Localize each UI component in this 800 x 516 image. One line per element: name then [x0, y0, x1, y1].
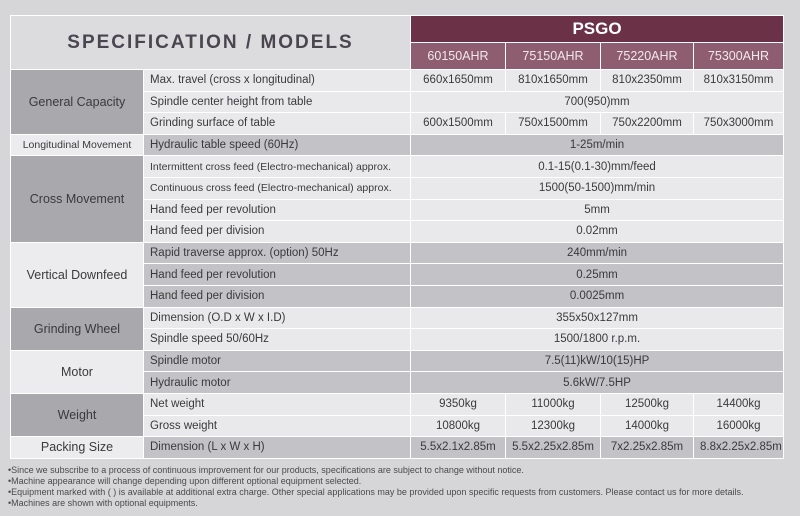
- value-cell: 810x1650mm: [505, 69, 601, 92]
- value-cell: 1500/1800 r.p.m.: [410, 328, 784, 351]
- table-row: Longitudinal Movement Hydraulic table spe…: [10, 133, 784, 157]
- table-row: Hand feed per revolution 0.25mm: [11, 263, 784, 286]
- footnote-text: Since we subscribe to a process of conti…: [11, 465, 524, 475]
- bullet-icon: •: [8, 476, 12, 486]
- footnote-text: Equipment marked with ( ) is available a…: [11, 487, 744, 497]
- param-label: Hydraulic table speed (60Hz): [143, 133, 411, 157]
- value-cell: 810x2350mm: [600, 69, 694, 92]
- param-label: Intermittent cross feed (Electro-mechani…: [143, 155, 411, 178]
- param-label: Net weight: [143, 392, 411, 416]
- param-label: Hand feed per division: [143, 284, 411, 308]
- brand-header: PSGO: [410, 15, 784, 43]
- value-cell: 1500(50-1500)mm/min: [410, 176, 784, 200]
- param-label: Dimension (O.D x W x I.D): [143, 306, 411, 330]
- value-cell: 750x2200mm: [600, 112, 694, 135]
- value-cell: 10800kg: [410, 414, 506, 438]
- table-row: Weight Net weight 9350kg 11000kg 12500kg 1440…: [10, 392, 784, 438]
- value-cell: 660x1650mm: [410, 69, 506, 92]
- value-cell: 5.5x2.25x2.85m: [505, 436, 601, 459]
- group-label: Motor: [10, 349, 144, 394]
- param-label: Hand feed per division: [143, 220, 411, 243]
- group-label: General Capacity: [10, 69, 144, 135]
- table-row: Gross weight 10800kg 12300kg 14000kg 16000kg: [11, 414, 784, 438]
- param-label: Max. travel (cross x longitudinal): [143, 69, 411, 92]
- param-label: Gross weight: [143, 414, 411, 438]
- group-label: Vertical Downfeed: [10, 241, 144, 308]
- footnote-text: Machine appearance will change depending…: [11, 476, 362, 486]
- table-row: Cross Movement Intermittent cross feed (E…: [10, 155, 784, 243]
- value-cell: 14400kg: [693, 392, 784, 416]
- value-cell: 0.02mm: [410, 220, 784, 243]
- value-cell: 9350kg: [410, 392, 506, 416]
- table-row: Continuous cross feed (Electro-mechanica…: [11, 176, 784, 200]
- param-label: Spindle motor: [143, 349, 411, 373]
- param-label: Continuous cross feed (Electro-mechanica…: [143, 176, 411, 200]
- param-label: Dimension (L x W x H): [143, 436, 411, 459]
- bullet-icon: •: [8, 465, 12, 475]
- footnote-text: Machines are shown with optional equipme…: [11, 498, 198, 508]
- value-cell: 5.5x2.1x2.85m: [410, 436, 506, 459]
- value-cell: 0.1-15(0.1-30)mm/feed: [410, 155, 784, 178]
- param-label: Hand feed per revolution: [143, 198, 411, 222]
- group-label: Grinding Wheel: [10, 306, 144, 351]
- table-row: Packing Size Dimension (L x W x H) 5.5x2.1…: [10, 436, 784, 459]
- table-row: Motor Spindle motor 7.5(11)kW/10(15)HP: [10, 349, 784, 394]
- value-cell: 810x3150mm: [693, 69, 784, 92]
- value-cell: 1-25m/min: [410, 133, 784, 157]
- value-cell: 11000kg: [505, 392, 601, 416]
- value-cell: 12300kg: [505, 414, 601, 438]
- value-cell: 0.25mm: [410, 263, 784, 286]
- footnote: •Machines are shown with optional equipm…: [8, 498, 744, 509]
- value-cell: 8.8x2.25x2.85m: [693, 436, 784, 459]
- value-cell: 355x50x127mm: [410, 306, 784, 330]
- value-cell: 600x1500mm: [410, 112, 506, 135]
- model-header: 75300AHR: [693, 42, 784, 70]
- value-cell: 14000kg: [600, 414, 694, 438]
- footnotes: •Since we subscribe to a process of cont…: [8, 465, 744, 509]
- value-cell: 5.6kW/7.5HP: [410, 371, 784, 394]
- param-label: Grinding surface of table: [143, 112, 411, 135]
- footnote: •Since we subscribe to a process of cont…: [8, 465, 744, 476]
- model-header: 75220AHR: [600, 42, 694, 70]
- footnote: •Machine appearance will change dependin…: [8, 476, 744, 487]
- value-cell: 7.5(11)kW/10(15)HP: [410, 349, 784, 373]
- group-label: Longitudinal Movement: [10, 133, 144, 157]
- table-row: Grinding surface of table 600x1500mm 750x1…: [11, 112, 784, 135]
- table-row: General Capacity Max. travel (cross x lon…: [10, 69, 784, 135]
- value-cell: 750x1500mm: [505, 112, 601, 135]
- bullet-icon: •: [8, 498, 12, 508]
- spec-table: SPECIFICATION / MODELS PSGO 60150AHR 751…: [10, 15, 784, 459]
- param-label: Spindle speed 50/60Hz: [143, 328, 411, 351]
- param-label: Rapid traverse approx. (option) 50Hz: [143, 241, 411, 265]
- value-cell: 700(950)mm: [410, 90, 784, 114]
- param-label: Hydraulic motor: [143, 371, 411, 394]
- value-cell: 240mm/min: [410, 241, 784, 265]
- value-cell: 7x2.25x2.85m: [600, 436, 694, 459]
- group-label: Weight: [10, 392, 144, 438]
- group-label: Packing Size: [10, 436, 144, 459]
- table-row: Hand feed per division 0.0025mm: [11, 284, 784, 308]
- value-cell: 16000kg: [693, 414, 784, 438]
- bullet-icon: •: [8, 487, 12, 497]
- model-header: 60150AHR: [410, 42, 506, 70]
- value-cell: 5mm: [410, 198, 784, 222]
- table-row: Spindle speed 50/60Hz 1500/1800 r.p.m.: [11, 328, 784, 351]
- page-title: SPECIFICATION / MODELS: [10, 15, 411, 70]
- table-row: Spindle center height from table 700(950)…: [11, 90, 784, 114]
- footnote: •Equipment marked with ( ) is available …: [8, 487, 744, 498]
- value-cell: 750x3000mm: [693, 112, 784, 135]
- table-row: Grinding Wheel Dimension (O.D x W x I.D) 3…: [10, 306, 784, 351]
- model-header: 75150AHR: [505, 42, 601, 70]
- param-label: Hand feed per revolution: [143, 263, 411, 286]
- table-row: Hand feed per revolution 5mm: [11, 198, 784, 222]
- table-row: Vertical Downfeed Rapid traverse approx. …: [10, 241, 784, 308]
- table-row: Hand feed per division 0.02mm: [11, 220, 784, 243]
- value-cell: 12500kg: [600, 392, 694, 416]
- group-label: Cross Movement: [10, 155, 144, 243]
- value-cell: 0.0025mm: [410, 284, 784, 308]
- param-label: Spindle center height from table: [143, 90, 411, 114]
